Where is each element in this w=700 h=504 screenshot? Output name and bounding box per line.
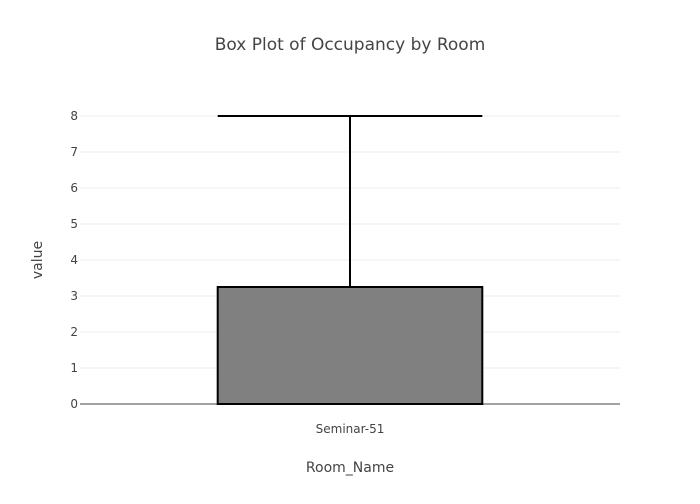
- x-tick-labels: Seminar-51: [316, 422, 385, 436]
- y-tick-label: 7: [70, 145, 78, 159]
- y-tick-label: 1: [70, 361, 78, 375]
- y-tick-label: 2: [70, 325, 78, 339]
- box-plot-series: [216, 115, 484, 405]
- x-axis-label: Room_Name: [306, 460, 394, 476]
- y-tick-label: 3: [70, 289, 78, 303]
- y-tick-label: 5: [70, 217, 78, 231]
- box-Seminar-51: [216, 115, 484, 405]
- y-tick-label: 8: [70, 109, 78, 123]
- y-tick-label: 6: [70, 181, 78, 195]
- box-body: [216, 286, 484, 405]
- y-tick-label: 0: [70, 397, 78, 411]
- chart-title: Box Plot of Occupancy by Room: [215, 35, 486, 55]
- y-tick-labels: 0 1 2 3 4 5 6 7 8: [70, 109, 78, 411]
- y-axis-label: value: [30, 241, 46, 279]
- x-tick-label: Seminar-51: [316, 422, 385, 436]
- y-tick-label: 4: [70, 253, 78, 267]
